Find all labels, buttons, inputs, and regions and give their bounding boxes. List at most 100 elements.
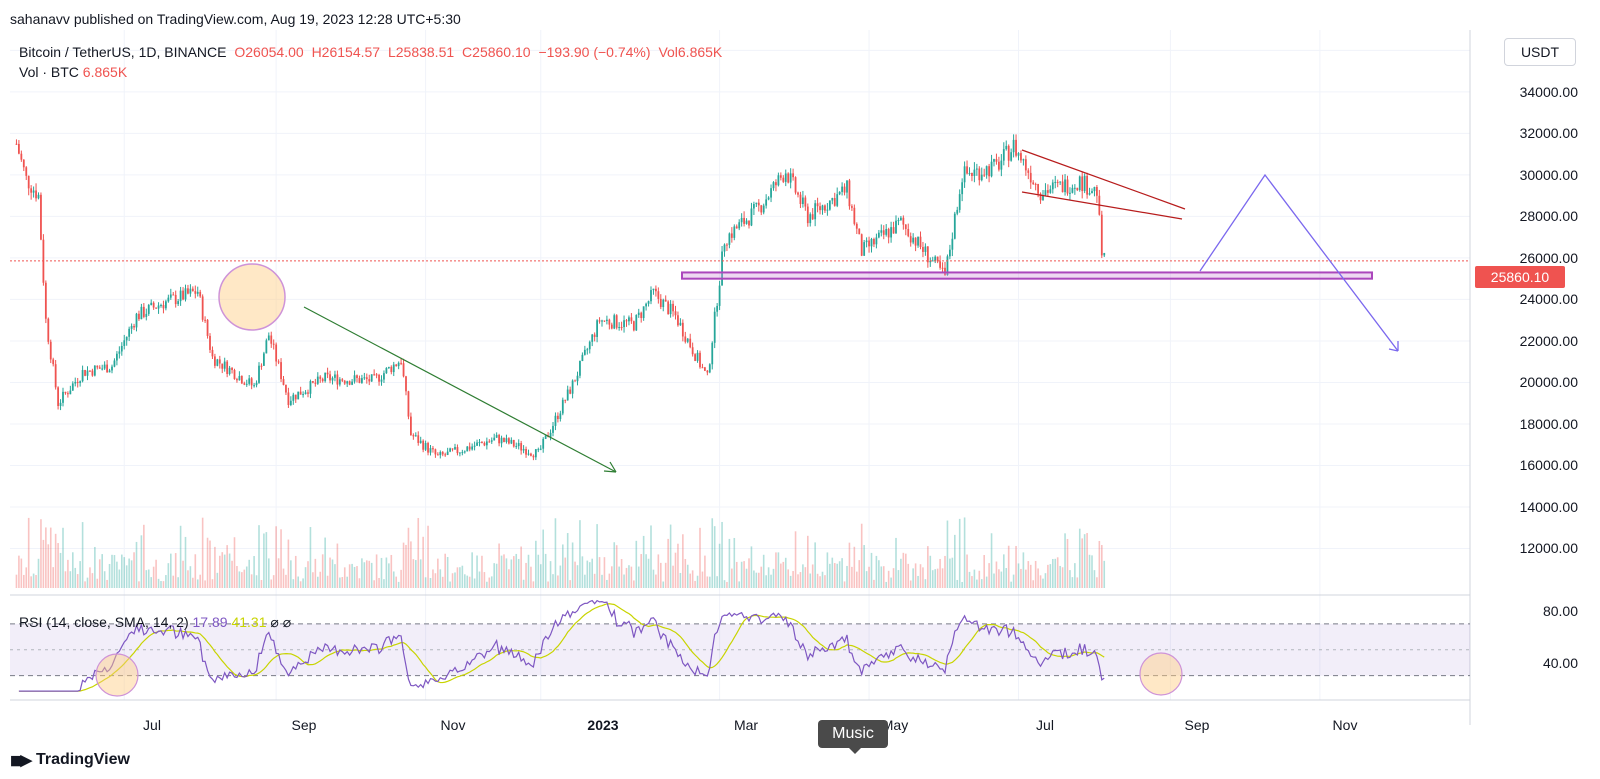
candle-body — [184, 288, 187, 300]
volume-bar — [439, 569, 442, 588]
volume-bar — [527, 554, 530, 588]
candle-body — [434, 449, 437, 455]
candle-body — [294, 394, 297, 400]
candle-body — [316, 376, 319, 384]
candle-body — [30, 188, 33, 193]
currency-button[interactable]: USDT — [1504, 38, 1576, 66]
candle-body — [495, 434, 498, 438]
candle-body — [782, 177, 785, 182]
candle-body — [287, 392, 290, 405]
volume-label[interactable]: Vol · BTC — [19, 64, 79, 80]
volume-bar — [642, 535, 645, 588]
volume-bar — [395, 576, 397, 588]
candle-body — [243, 383, 246, 385]
candle-body — [267, 335, 270, 341]
candle-body — [1005, 145, 1008, 150]
volume-bar — [52, 567, 54, 588]
candle-body — [57, 387, 59, 406]
candle-body — [588, 341, 591, 350]
candle-body — [1056, 181, 1059, 183]
volume-bar — [243, 569, 246, 588]
candle-body — [174, 294, 177, 305]
candle-body — [155, 307, 157, 309]
candle-body — [677, 315, 679, 326]
candle-body — [601, 320, 603, 322]
candle-body — [424, 442, 427, 450]
candle-body — [76, 381, 79, 384]
volume-bar — [128, 558, 130, 588]
volume-bar — [743, 561, 745, 588]
candle-body — [941, 267, 944, 269]
volume-bar — [1044, 573, 1047, 588]
volume-bar — [816, 573, 819, 588]
symbol-label[interactable]: Bitcoin / TetherUS, 1D, BINANCE — [19, 44, 227, 60]
volume-bar — [326, 575, 329, 588]
candle-body — [922, 246, 924, 252]
volume-bar — [510, 559, 513, 588]
candle-body — [165, 301, 167, 309]
candle-body — [618, 327, 621, 329]
candle-body — [201, 296, 204, 320]
volume-bar — [1032, 580, 1034, 588]
candle-body — [936, 256, 939, 262]
candle-body — [304, 392, 307, 395]
volume-bar — [1010, 581, 1012, 588]
volume-bar — [909, 580, 912, 588]
volume-bar — [160, 581, 162, 588]
candle-body — [789, 173, 792, 183]
volume-bar — [598, 557, 601, 588]
volume-bar — [351, 563, 353, 588]
volume-bar — [836, 563, 838, 588]
open-value: O26054.00 — [234, 44, 304, 60]
candle-body — [145, 313, 148, 317]
volume-bar — [179, 525, 182, 588]
candle-body — [245, 383, 248, 385]
volume-bar — [990, 533, 993, 588]
rsi-label[interactable]: RSI (14, close, SMA, 14, 2) — [19, 614, 189, 630]
candle-body — [422, 440, 425, 450]
candle-body — [699, 352, 701, 368]
candle-body — [32, 190, 35, 193]
candle-body — [265, 340, 268, 354]
tradingview-logo[interactable]: ◼▶ TradingView — [10, 751, 130, 769]
candle-body — [975, 168, 978, 170]
candle-body — [52, 359, 55, 365]
volume-bar — [437, 558, 439, 588]
volume-bar — [500, 555, 503, 588]
candle-body — [887, 228, 890, 238]
candle-body — [336, 374, 339, 385]
volume-bar — [547, 581, 549, 588]
volume-bar — [660, 562, 662, 588]
candle-body — [882, 230, 885, 235]
volume-bar — [464, 574, 466, 588]
candle-body — [929, 260, 932, 263]
candle-body — [1029, 172, 1032, 183]
volume-bar — [397, 581, 400, 588]
candle-body — [537, 449, 540, 451]
volume-bar — [145, 570, 148, 588]
volume-bar — [18, 555, 20, 588]
volume-bar — [782, 561, 785, 588]
volume-bar — [383, 579, 385, 588]
volume-bar — [152, 566, 155, 588]
candle-body — [338, 379, 341, 385]
candle-body — [478, 442, 481, 444]
candle-body — [777, 175, 780, 186]
volume-bar — [640, 554, 642, 588]
volume-bar — [375, 554, 378, 588]
volume-bar — [581, 556, 584, 588]
volume-bar — [733, 537, 736, 588]
volume-bar — [385, 557, 388, 588]
volume-bar — [650, 525, 652, 588]
candle-body — [581, 354, 584, 362]
volume-bar — [488, 577, 491, 588]
volume-bar — [944, 555, 946, 588]
rsi-highlight-circle — [1139, 652, 1183, 696]
volume-bar — [358, 578, 361, 588]
candle-body — [321, 378, 324, 382]
candle-body — [476, 442, 478, 446]
volume-bar — [363, 562, 366, 588]
candle-body — [684, 336, 687, 342]
volume-bar — [113, 555, 116, 588]
